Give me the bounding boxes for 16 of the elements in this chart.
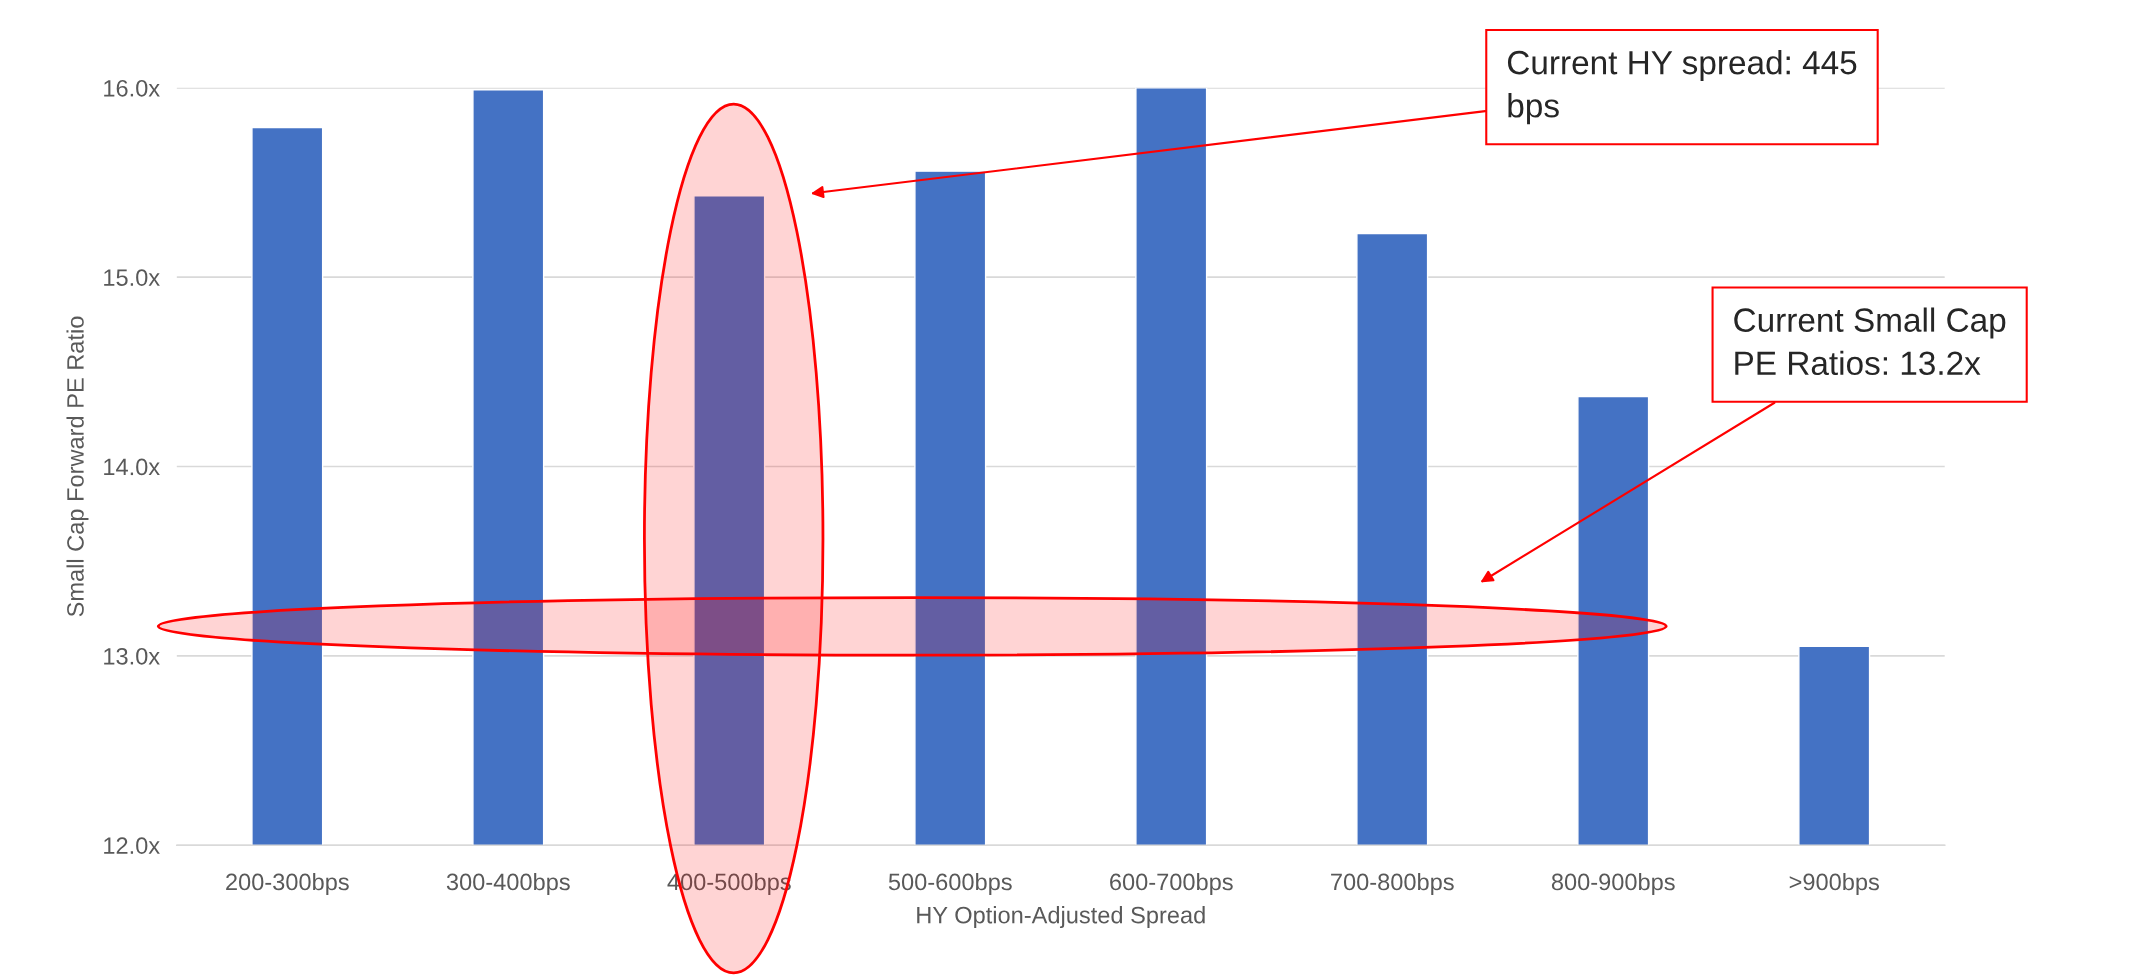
y-tick-label: 12.0x	[104, 837, 160, 854]
y-tick-label: 14.0x	[104, 458, 160, 476]
x-tick-label: >900bps	[1789, 872, 1879, 895]
x-axis-title: HY Option-Adjusted Spread	[917, 906, 1205, 929]
y-tick-label: 16.0x	[104, 79, 160, 97]
y-tick-label: 15.0x	[104, 269, 160, 286]
x-tick-label: 700-800bps	[1331, 872, 1454, 895]
x-tick-label: 300-400bps	[446, 872, 570, 895]
y-tick-label: 13.0x	[104, 647, 160, 665]
x-tick-label: 800-900bps	[1551, 872, 1675, 895]
x-tick-label: 200-300bps	[226, 872, 349, 895]
y-axis-title: Small Cap Forward PE Ratio	[66, 316, 89, 617]
annotation: Current Small Cap PE Ratios: 13.2x	[1734, 307, 2006, 376]
x-tick-label: 600-700bps	[1110, 872, 1233, 895]
annotation: Current HY spread: 445 bps	[1507, 49, 1857, 125]
x-tick-label: 500-600bps	[888, 872, 1012, 895]
